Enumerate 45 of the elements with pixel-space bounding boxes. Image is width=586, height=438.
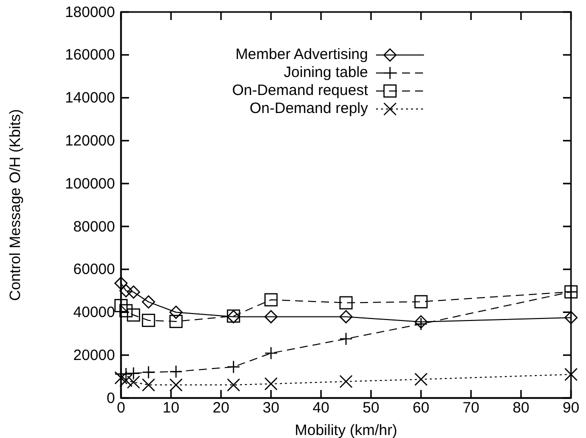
y-tick-label: 20000 (73, 346, 115, 364)
point (142, 378, 156, 392)
point (126, 285, 140, 299)
y-tick-label: 100000 (64, 175, 115, 192)
point (169, 314, 183, 328)
x-tick-label: 40 (312, 400, 330, 417)
point (126, 308, 140, 322)
y-tick-label: 40000 (73, 304, 115, 322)
x-tick-label: 10 (162, 400, 180, 417)
y-tick-label: 80000 (73, 218, 115, 236)
x-tick-label: 20 (212, 400, 230, 417)
legend-label: On-Demand request (232, 82, 369, 99)
x-tick-label: 60 (412, 400, 430, 417)
point (414, 295, 428, 308)
point (339, 310, 353, 324)
x-tick-label: 70 (462, 400, 480, 417)
legend-label: On-Demand reply (250, 100, 368, 117)
x-tick-label: 50 (362, 400, 380, 417)
x-tick-label: 80 (512, 400, 530, 417)
point (564, 310, 578, 324)
y-tick-label: 140000 (64, 90, 115, 107)
legend-label: Member Advertising (235, 46, 368, 63)
y-axis-title: Control Message O/H (Kbits) (6, 109, 24, 301)
point (119, 304, 133, 318)
point (169, 306, 183, 319)
point (564, 368, 578, 382)
point (226, 378, 240, 392)
point (142, 314, 156, 327)
point (414, 372, 428, 386)
point (339, 374, 353, 388)
y-tick-label: 120000 (64, 132, 115, 150)
point (264, 377, 278, 390)
legend-label: Joining table (284, 64, 368, 81)
point (114, 298, 128, 312)
point (169, 378, 183, 392)
point (142, 295, 156, 309)
y-tick-label: 180000 (64, 4, 115, 21)
y-tick-label: 160000 (64, 46, 115, 64)
x-tick-label: 30 (262, 400, 280, 417)
point (264, 293, 278, 306)
point (339, 296, 353, 310)
x-axis-title: Mobility (km/hr) (294, 422, 398, 438)
point (264, 310, 278, 324)
y-tick-label: 60000 (73, 261, 115, 278)
x-tick-label: 90 (562, 400, 580, 417)
